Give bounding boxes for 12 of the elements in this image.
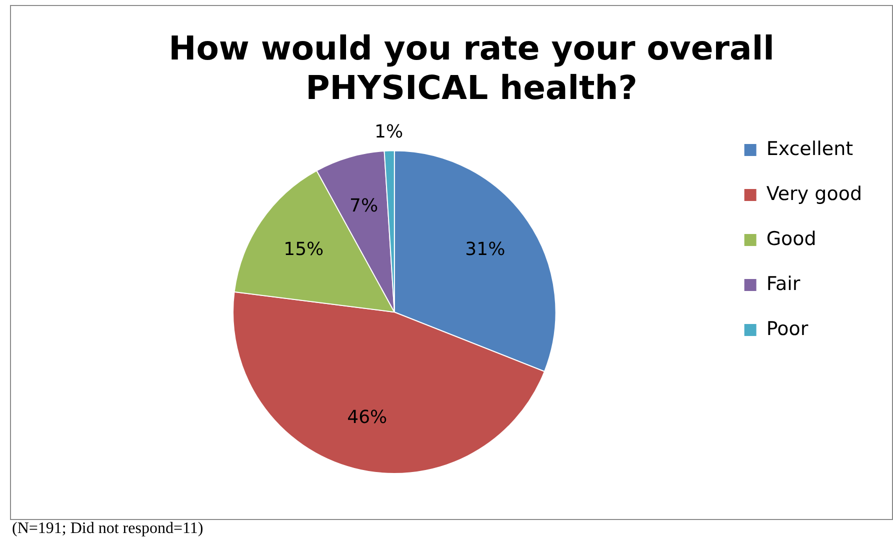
chart-title: How would you rate your overall PHYSICAL health?: [168, 28, 774, 107]
legend-label: Excellent: [766, 138, 854, 160]
data-label: 7%: [350, 195, 378, 216]
data-label: 1%: [374, 121, 404, 142]
data-label: 15%: [284, 239, 324, 260]
data-label: 46%: [347, 407, 388, 428]
legend-label: Good: [766, 228, 816, 250]
data-label: 31%: [465, 239, 506, 260]
text: (N=191; Did not respond=11): [12, 520, 204, 538]
legend-label: Poor: [766, 318, 808, 340]
legend-label: Fair: [766, 272, 800, 295]
legend-label: Very good: [766, 182, 862, 205]
